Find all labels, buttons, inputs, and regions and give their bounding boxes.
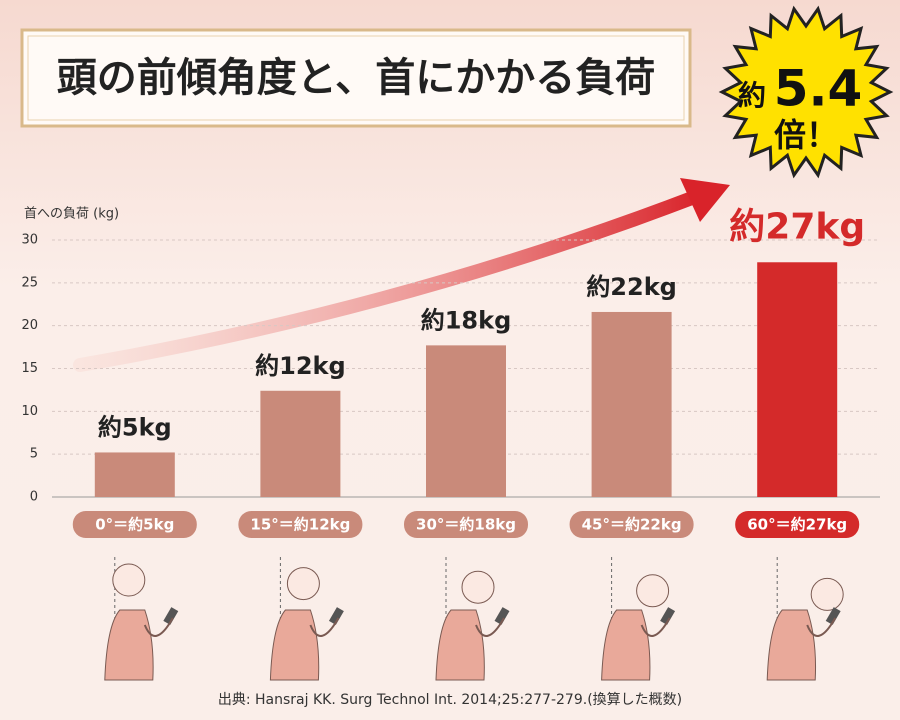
badge-prefix: 約 <box>738 79 766 112</box>
y-axis-label: 首への負荷 (kg) <box>24 207 119 222</box>
value-label: 約27kg <box>729 206 865 247</box>
trend-arrow-head <box>680 178 730 222</box>
figure-phone <box>660 607 676 625</box>
chart-title: 頭の前傾角度と、首にかかる負荷 <box>57 55 655 101</box>
bar <box>591 311 672 497</box>
y-tick-label: 5 <box>30 447 38 462</box>
posture-figure <box>269 555 344 681</box>
figure-arm <box>640 617 671 637</box>
y-tick-label: 25 <box>21 275 38 290</box>
badge-suffix: 倍！ <box>774 116 838 154</box>
figure-arm <box>475 617 505 637</box>
figure-phone <box>328 607 344 625</box>
y-tick-label: 20 <box>21 318 38 333</box>
bar <box>260 390 341 497</box>
figure-body <box>435 609 485 681</box>
badge: 約 5.4倍！ <box>718 5 894 179</box>
title-box-inner <box>27 35 685 121</box>
posture-figure <box>435 555 510 681</box>
category-pill <box>238 511 363 538</box>
figure-head <box>636 574 670 608</box>
y-tick-label: 0 <box>30 490 38 505</box>
category-pill <box>569 511 694 538</box>
title-box <box>20 28 692 128</box>
figure-head <box>112 563 146 597</box>
figure-head <box>286 567 320 601</box>
figure-phone <box>494 607 510 625</box>
value-label: 約18kg <box>421 306 512 334</box>
figure-body <box>269 609 320 681</box>
posture-figure <box>766 555 844 681</box>
figure-head <box>461 570 495 604</box>
source: 出典: Hansraj KK. Surg Technol Int. 2014;2… <box>218 692 682 708</box>
figure-phone <box>825 607 841 625</box>
category-pill <box>404 511 528 538</box>
posture-figure <box>601 555 676 681</box>
value-label: 約5kg <box>98 413 172 441</box>
x-tick-label: 60°＝約27kg <box>747 516 847 534</box>
y-tick-label: 30 <box>21 233 38 248</box>
x-tick-label: 30°＝約18kg <box>416 516 516 534</box>
figure-body <box>766 609 816 681</box>
bar <box>426 345 506 497</box>
y-tick-label: 10 <box>21 404 38 419</box>
value-label: 約22kg <box>586 273 677 301</box>
bar <box>757 262 838 497</box>
x-tick-label: 15°＝約12kg <box>250 516 350 534</box>
figure-body <box>104 609 154 681</box>
x-tick-label: 0°＝約5kg <box>95 516 174 534</box>
x-tick-label: 45°＝約22kg <box>582 516 682 534</box>
value-label: 約12kg <box>255 352 346 380</box>
badge-value: 5.4 <box>774 60 863 118</box>
trend-arrow <box>73 188 707 372</box>
figure-arm <box>143 617 174 637</box>
figure-head <box>810 577 844 611</box>
posture-figure <box>104 555 179 681</box>
y-tick-label: 15 <box>21 361 38 376</box>
figure-arm <box>806 617 837 637</box>
bar <box>94 452 175 497</box>
category-pill <box>72 511 197 538</box>
figure-body <box>601 609 651 681</box>
badge-star <box>718 5 894 179</box>
figure-arm <box>309 617 340 637</box>
category-pill <box>735 511 860 538</box>
figure-phone <box>163 607 179 625</box>
